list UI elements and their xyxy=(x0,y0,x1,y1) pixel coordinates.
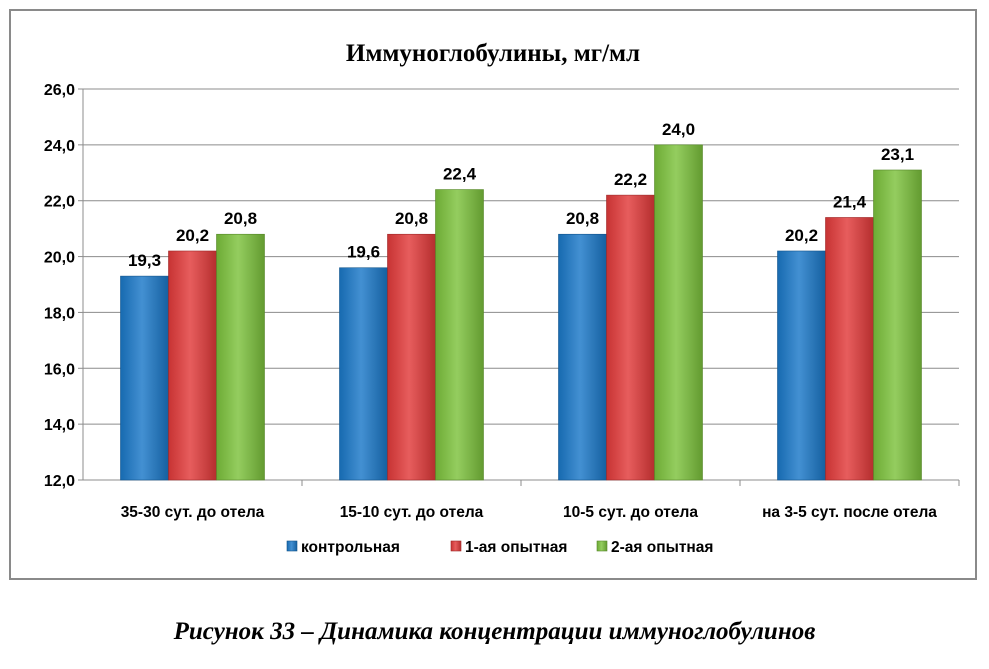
bar xyxy=(216,233,265,481)
data-label: 24,0 xyxy=(662,120,695,139)
y-tick-label: 14,0 xyxy=(44,417,75,434)
chart-frame: Иммуноглобулины, мг/мл 12,0 14,0 16,0 18,0 2… xyxy=(9,9,977,580)
bars xyxy=(120,144,922,481)
bar xyxy=(825,217,874,481)
data-label: 19,3 xyxy=(128,251,161,270)
data-label: 20,8 xyxy=(224,209,257,228)
y-tick-label: 24,0 xyxy=(44,138,75,155)
data-labels: 19,3 20,2 20,8 19,6 20,8 22,4 20,8 22,2 24,0 20,2… xyxy=(128,120,914,270)
bar xyxy=(435,189,484,481)
data-label: 22,2 xyxy=(614,170,647,189)
y-tick-label: 26,0 xyxy=(44,82,75,99)
bar xyxy=(120,275,169,481)
legend-swatch xyxy=(286,540,298,552)
legend-swatch xyxy=(596,540,608,552)
legend-label: контрольная xyxy=(301,539,400,556)
data-label: 21,4 xyxy=(833,192,867,211)
data-label: 20,2 xyxy=(785,226,818,245)
legend: контрольная 1-ая опытная 2-ая опытная xyxy=(286,539,713,556)
x-category-label: 35-30 сут. до отела xyxy=(121,504,265,521)
y-tick-label: 16,0 xyxy=(44,361,75,378)
bar xyxy=(606,194,655,481)
bar xyxy=(558,233,607,481)
chart-title: Иммуноглобулины, мг/мл xyxy=(346,40,640,67)
x-category-label: 15-10 сут. до отела xyxy=(340,504,484,521)
y-tick-label: 12,0 xyxy=(44,473,75,490)
bar xyxy=(339,267,388,481)
x-category-label: на 3-5 сут. после отела xyxy=(762,504,937,521)
bar xyxy=(873,169,922,481)
y-tick-label: 22,0 xyxy=(44,194,75,211)
y-tick-label: 20,0 xyxy=(44,250,75,267)
legend-label: 1-ая опытная xyxy=(465,539,567,556)
y-tick-label: 18,0 xyxy=(44,305,75,322)
bar xyxy=(777,250,826,481)
chart-canvas: Иммуноглобулины, мг/мл 12,0 14,0 16,0 18,0 2… xyxy=(44,40,960,556)
legend-swatch xyxy=(450,540,462,552)
figure-caption: Рисунок 33 – Динамика концентрации иммун… xyxy=(173,618,816,645)
bar xyxy=(654,144,703,481)
legend-label: 2-ая опытная xyxy=(611,539,713,556)
data-label: 20,8 xyxy=(566,209,599,228)
data-label: 20,8 xyxy=(395,209,428,228)
bar xyxy=(387,233,436,481)
x-category-label: 10-5 сут. до отела xyxy=(563,504,698,521)
data-label: 19,6 xyxy=(347,243,380,262)
data-label: 22,4 xyxy=(443,165,477,184)
bar xyxy=(168,250,217,481)
data-label: 23,1 xyxy=(881,145,914,164)
data-label: 20,2 xyxy=(176,226,209,245)
